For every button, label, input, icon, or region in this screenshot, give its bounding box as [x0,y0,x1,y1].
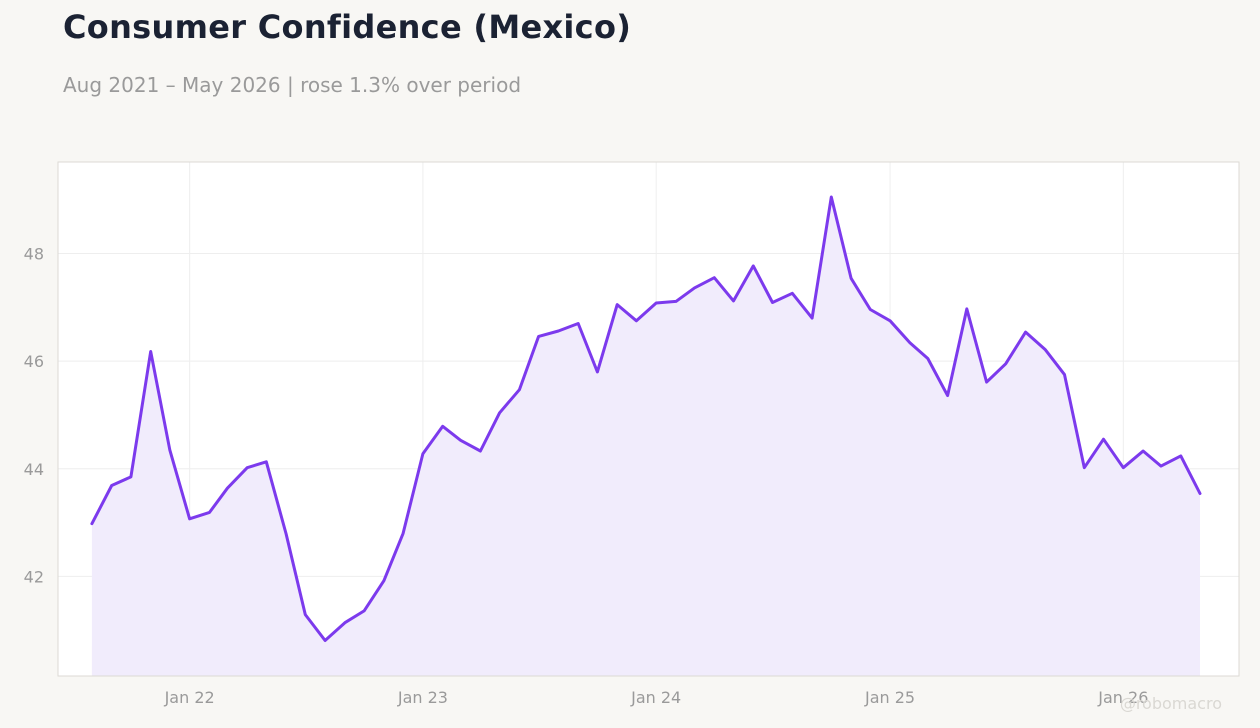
x-tick-label: Jan 22 [164,688,215,707]
watermark: @robomacro [1119,694,1222,713]
x-tick-label: Jan 26 [1097,688,1148,707]
x-tick-label: Jan 23 [397,688,448,707]
y-tick-label: 44 [24,460,44,479]
x-tick-label: Jan 24 [630,688,681,707]
series-area-fill [91,197,1201,676]
y-tick-label: 46 [24,352,44,371]
plot-border [57,161,1240,677]
series-line [90,195,1202,642]
chart-title: Consumer Confidence (Mexico) [63,8,632,46]
y-tick-label: 48 [24,244,44,263]
y-tick-label: 42 [24,567,44,586]
x-tick-label: Jan 25 [864,688,915,707]
chart-subtitle: Aug 2021 – May 2026 | rose 1.3% over per… [63,73,522,97]
